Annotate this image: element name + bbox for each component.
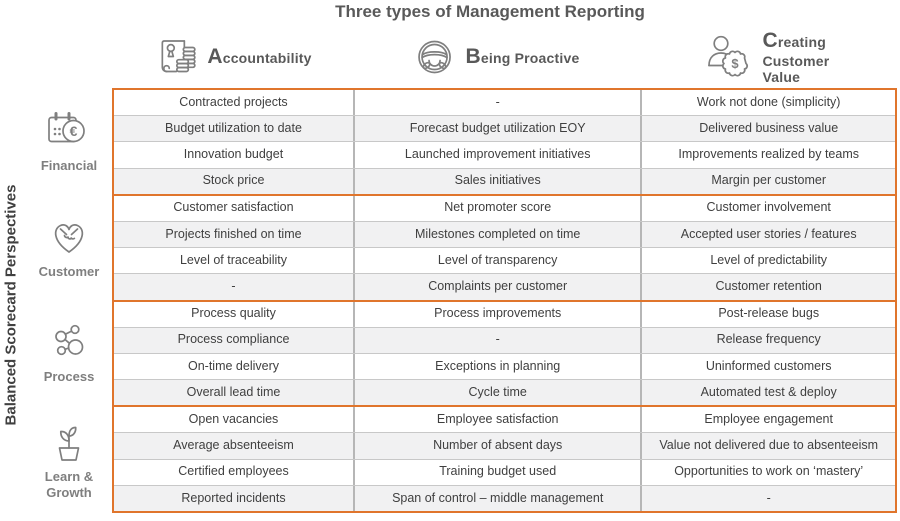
table-cell: Span of control – middle management [352, 485, 640, 511]
table-row: Stock price Sales initiatives Margin per c… [114, 167, 895, 194]
group-process: Process [26, 304, 112, 403]
table-cell: Overall lead time [186, 384, 281, 399]
table-row: Projects finished on time Milestones comp… [114, 220, 895, 248]
svg-text:$: $ [731, 56, 739, 71]
table-cell: Customer involvement [640, 195, 895, 221]
table-cell: On-time delivery [187, 358, 279, 373]
table-cell: Employee satisfaction [352, 407, 640, 433]
table-cell: Forecast budget utilization EOY [352, 116, 640, 142]
table-cell: Open vacancies [188, 411, 279, 426]
table-cell: Net promoter score [352, 195, 640, 221]
table-cell: Projects finished on time [165, 226, 302, 241]
table-cell: Value not delivered due to absenteeism [640, 433, 895, 459]
column-header-label: Accountability [207, 45, 312, 68]
table-cell: Automated test & deploy [640, 380, 895, 406]
group-label: Learn & Growth [44, 468, 94, 500]
column-header-label: Being Proactive [465, 45, 580, 68]
column-header-creating-customer-value: $ Creating Customer Value [704, 29, 835, 85]
table-cell: Sales initiatives [352, 168, 640, 194]
column-header-being-proactive: Being Proactive [413, 29, 580, 85]
table-row: Customer satisfaction Net promoter score C… [114, 195, 895, 221]
table-row: Innovation budget Launched improvement in… [114, 141, 895, 168]
table-cell: Launched improvement initiatives [352, 142, 640, 168]
table-cell: Exceptions in planning [352, 353, 640, 380]
table-cell: - [352, 327, 640, 353]
svg-text:€: € [70, 123, 78, 139]
group-customer: Customer [26, 198, 112, 296]
table-row: Contracted projects - Work not done (simpl… [114, 90, 895, 116]
steering-wheel-icon [413, 35, 457, 79]
table-cell: Employee engagement [640, 407, 895, 433]
table-cell: Training budget used [352, 459, 640, 485]
table-cell: Customer retention [640, 274, 895, 300]
table-cell: Level of transparency [352, 248, 640, 274]
page-title: Three types of Management Reporting [335, 2, 645, 21]
table-row: On-time delivery Exceptions in planning Un… [114, 352, 895, 380]
table-cell: Budget utilization to date [165, 120, 302, 135]
table-cell: Cycle time [352, 380, 640, 406]
table-section-customer: Customer satisfaction Net promoter score C… [114, 193, 895, 300]
group-financial: € Financial [26, 92, 112, 190]
table-cell: Process improvements [352, 301, 640, 327]
group-label: Customer [38, 263, 100, 279]
table-row: Average absenteeism Number of absent days… [114, 432, 895, 459]
bsc-table: Contracted projects - Work not done (simpl… [112, 88, 897, 513]
table-section-financial: Contracted projects - Work not done (simpl… [114, 90, 895, 194]
table-row: Process quality Process improvements Post-… [114, 301, 895, 327]
table-cell: Average absenteeism [173, 438, 294, 453]
table-cell: Number of absent days [352, 433, 640, 459]
table-cell: Certified employees [178, 464, 289, 479]
table-cell: Customer satisfaction [173, 200, 294, 215]
table-row: Open vacancies Employee satisfaction Emplo… [114, 407, 895, 433]
person-dollar-coin-icon: $ [704, 34, 754, 80]
column-header-label: Creating Customer Value [762, 29, 830, 85]
table-cell: Level of predictability [640, 248, 895, 274]
table-row: - Complaints per customer Customer retenti… [114, 273, 895, 300]
group-label: Process [43, 369, 95, 385]
table-cell: Level of traceability [179, 252, 287, 267]
molecule-icon [47, 321, 91, 365]
table-cell: Complaints per customer [352, 274, 640, 300]
plant-pot-icon [46, 419, 92, 465]
column-header-accountability: Accountability [152, 29, 311, 85]
table-cell: Process quality [191, 306, 276, 321]
table-cell: Stock price [202, 173, 265, 188]
table-row: Certified employees Training budget used O… [114, 458, 895, 485]
table-cell: Post-release bugs [640, 301, 895, 327]
table-cell: Accepted user stories / features [640, 221, 895, 248]
table-row: Overall lead time Cycle time Automated tes… [114, 379, 895, 406]
table-cell: - [231, 279, 236, 294]
table-cell: Reported incidents [181, 490, 286, 505]
table-cell: Milestones completed on time [352, 221, 640, 248]
table-row: Budget utilization to date Forecast budge… [114, 115, 895, 142]
group-learn-growth: Learn & Growth [26, 410, 112, 510]
table-row: Level of traceability Level of transparen… [114, 247, 895, 274]
table-row: Reported incidents Span of control – midd… [114, 484, 895, 511]
calendar-euro-icon: € [44, 108, 94, 154]
table-cell: Opportunities to work on ‘mastery’ [640, 459, 895, 485]
table-cell: Margin per customer [640, 168, 895, 194]
table-cell: - [352, 90, 640, 116]
balanced-scorecard-axis-label: Balanced Scorecard Perspectives [2, 184, 20, 426]
table-cell: - [640, 485, 895, 511]
scroll-and-coins-icon [152, 34, 198, 80]
handshake-heart-icon [46, 214, 92, 260]
table-cell: Delivered business value [640, 116, 895, 142]
table-section-process: Process quality Process improvements Post-… [114, 299, 895, 406]
table-cell: Innovation budget [183, 147, 284, 162]
group-label: Financial [40, 157, 98, 173]
table-cell: Work not done (simplicity) [640, 90, 895, 116]
table-cell: Release frequency [640, 327, 895, 353]
table-cell: Contracted projects [179, 94, 288, 109]
table-row: Process compliance - Release frequency [114, 326, 895, 353]
table-cell: Improvements realized by teams [640, 142, 895, 168]
table-cell: Process compliance [177, 332, 290, 347]
table-cell: Uninformed customers [640, 353, 895, 380]
table-section-learn-growth: Open vacancies Employee satisfaction Emplo… [114, 405, 895, 511]
